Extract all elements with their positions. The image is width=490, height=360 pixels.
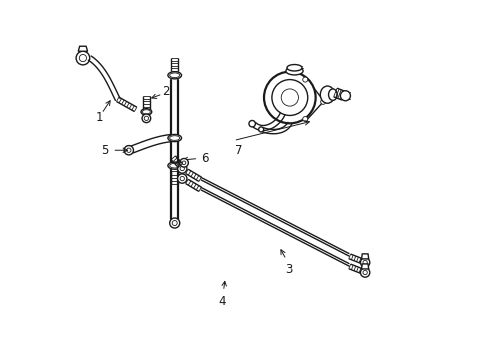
Circle shape xyxy=(172,221,177,226)
Circle shape xyxy=(79,54,87,62)
Circle shape xyxy=(177,164,187,173)
Circle shape xyxy=(170,218,180,228)
Circle shape xyxy=(76,51,90,65)
Ellipse shape xyxy=(143,110,150,114)
Circle shape xyxy=(363,260,368,265)
Circle shape xyxy=(303,117,308,122)
Text: 6: 6 xyxy=(201,152,209,165)
Ellipse shape xyxy=(141,109,152,115)
Circle shape xyxy=(177,174,187,183)
Circle shape xyxy=(124,145,133,155)
Ellipse shape xyxy=(170,163,180,168)
Text: 7: 7 xyxy=(235,144,243,157)
Circle shape xyxy=(361,268,370,277)
Circle shape xyxy=(341,91,350,101)
Circle shape xyxy=(126,148,131,152)
Circle shape xyxy=(142,114,151,123)
Ellipse shape xyxy=(170,136,180,140)
Circle shape xyxy=(361,258,370,267)
Circle shape xyxy=(303,77,308,82)
Ellipse shape xyxy=(329,89,337,100)
Text: 5: 5 xyxy=(101,144,109,157)
Circle shape xyxy=(182,161,186,165)
Polygon shape xyxy=(362,264,368,269)
Circle shape xyxy=(259,127,264,132)
Polygon shape xyxy=(362,254,368,259)
Ellipse shape xyxy=(170,73,180,78)
Circle shape xyxy=(363,270,368,275)
Circle shape xyxy=(144,116,148,121)
Polygon shape xyxy=(78,46,88,51)
Text: 3: 3 xyxy=(285,263,293,276)
Circle shape xyxy=(272,80,308,116)
Ellipse shape xyxy=(168,162,181,169)
Circle shape xyxy=(180,176,184,181)
Circle shape xyxy=(320,99,326,104)
Ellipse shape xyxy=(286,67,303,75)
Ellipse shape xyxy=(168,134,181,141)
Ellipse shape xyxy=(168,72,181,79)
Text: 4: 4 xyxy=(219,296,226,309)
Circle shape xyxy=(249,121,255,127)
Circle shape xyxy=(281,89,298,106)
Ellipse shape xyxy=(320,86,335,103)
Circle shape xyxy=(264,72,316,123)
Text: 1: 1 xyxy=(96,112,103,125)
Ellipse shape xyxy=(287,64,302,71)
Circle shape xyxy=(180,166,184,171)
Text: 2: 2 xyxy=(162,85,169,98)
Circle shape xyxy=(180,158,188,167)
